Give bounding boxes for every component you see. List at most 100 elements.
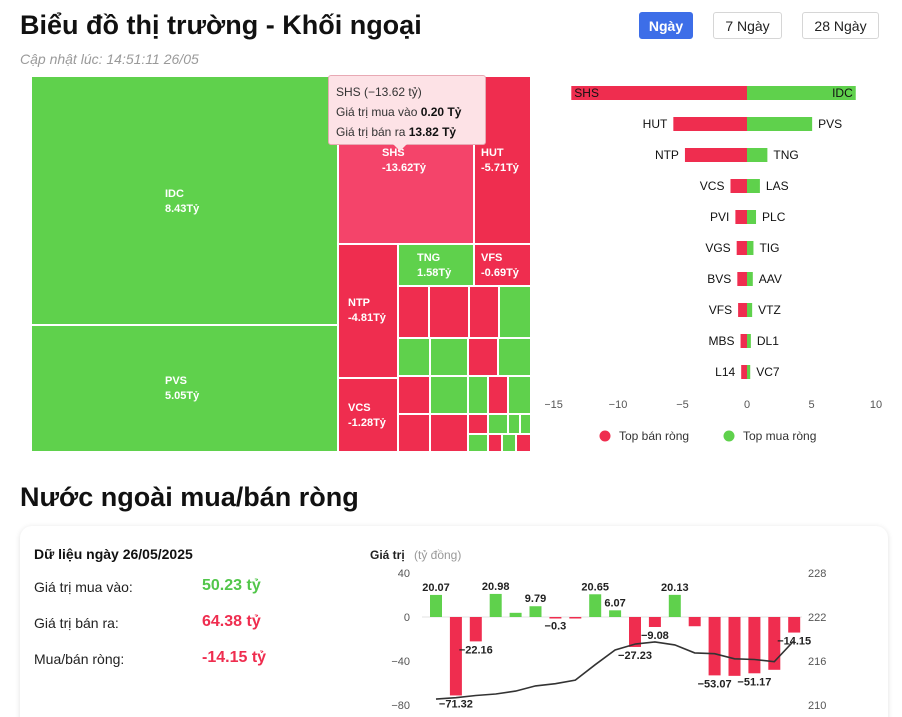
legend-marker	[723, 430, 735, 442]
tooltip-buy-row: Giá trị mua vào 0.20 Tỷ	[336, 105, 462, 119]
buy-bar	[747, 272, 753, 286]
legend-label: Top mua ròng	[743, 429, 816, 443]
treemap-cell-small[interactable]	[508, 376, 531, 414]
treemap-label-vcs: VCS -1.28Tỷ	[348, 402, 386, 429]
buy-value: 50.23 tỷ	[202, 577, 261, 594]
sell-category-label: VGS	[705, 241, 730, 255]
buy-category-label: TNG	[773, 148, 798, 162]
right-tick-label: 228	[808, 568, 826, 580]
buy-category-label: DL1	[757, 334, 779, 348]
treemap-cell-small[interactable]	[468, 414, 488, 434]
bar-value-label: 20.98	[482, 581, 510, 593]
net-flow-bar	[668, 594, 681, 617]
sell-category-label: NTP	[655, 148, 679, 162]
treemap-cell-pvs[interactable]	[31, 325, 338, 452]
treemap-cell-small[interactable]	[508, 414, 520, 434]
net-flow-bar	[788, 617, 801, 633]
treemap-cell-vfs[interactable]	[474, 244, 531, 286]
section-title: Nước ngoài mua/bán ròng	[20, 482, 359, 512]
treemap-cell-small[interactable]	[398, 286, 429, 338]
net-flow-combo-chart: Giá trị (tỷ đồng) 40 0 −40 −80 228 222 216 210 20.…	[370, 548, 826, 712]
left-tick-label: 0	[404, 612, 410, 624]
net-flow-bar	[609, 610, 622, 617]
x-tick-label: −5	[676, 399, 689, 411]
legend-marker	[599, 430, 611, 442]
tab-day[interactable]: Ngày	[639, 12, 693, 39]
buy-bar	[747, 365, 751, 379]
treemap-cell-small[interactable]	[430, 414, 468, 452]
treemap-label-pvs: PVS 5.05Tỷ	[165, 375, 200, 402]
sell-bar	[738, 303, 747, 317]
treemap-cell-ntp[interactable]	[338, 244, 398, 378]
sell-bar	[740, 334, 747, 348]
treemap-label-idc: IDC 8.43Tỷ	[165, 188, 200, 215]
buy-value-label: Giá trị mua vào:	[34, 579, 133, 595]
treemap-cell-small[interactable]	[468, 434, 488, 452]
sell-bar	[736, 241, 747, 255]
sell-bar	[737, 272, 747, 286]
sell-category-label: BVS	[707, 272, 731, 286]
net-value: -14.15 tỷ	[202, 649, 267, 666]
treemap-cell-small[interactable]	[430, 338, 468, 376]
treemap-cell-small[interactable]	[516, 434, 531, 452]
treemap-cell-small[interactable]	[468, 376, 488, 414]
x-tick-label: 10	[870, 399, 882, 411]
legend-label: Top bán ròng	[619, 429, 689, 443]
net-flow-bar	[549, 617, 562, 619]
treemap-cell-small[interactable]	[398, 338, 430, 376]
net-flow-bar	[509, 612, 522, 617]
net-flow-bar	[688, 617, 701, 627]
treemap-cell-small[interactable]	[488, 434, 502, 452]
treemap-cell-small[interactable]	[469, 286, 499, 338]
treemap-cell-idc[interactable]	[31, 76, 338, 325]
treemap-cell-tng[interactable]	[398, 244, 474, 286]
right-tick-label: 210	[808, 700, 826, 712]
treemap-cell-small[interactable]	[502, 434, 516, 452]
tooltip-sell-row: Giá trị bán ra 13.82 Tỷ	[336, 125, 457, 139]
buy-bar	[747, 86, 856, 100]
treemap-cell-small[interactable]	[488, 376, 508, 414]
treemap-cell-small[interactable]	[398, 414, 430, 452]
net-flow-bar	[449, 617, 462, 696]
x-tick-label: −10	[609, 399, 628, 411]
bar-value-label: 20.07	[422, 582, 450, 594]
y-axis-unit: (tỷ đồng)	[414, 548, 461, 562]
treemap-cell-vcs[interactable]	[338, 378, 398, 452]
net-flow-bar	[648, 617, 661, 627]
sell-category-label: VCS	[700, 179, 725, 193]
top-net-bar-chart: SHS IDC HUT PVS NTP TNG VCS LAS PVI PLC VGS TIG BVS A…	[545, 86, 882, 443]
net-flow-bar	[748, 617, 761, 674]
sell-value-label: Giá trị bán ra:	[34, 615, 119, 631]
x-tick-label: 5	[808, 399, 814, 411]
bar-value-label: 9.79	[525, 593, 546, 605]
treemap-cell-small[interactable]	[488, 414, 508, 434]
bar-value-label: −0.3	[545, 620, 567, 632]
sell-bar	[571, 86, 747, 100]
treemap-cell-small[interactable]	[499, 286, 531, 338]
buy-category-label: IDC	[832, 86, 853, 100]
left-tick-label: −40	[391, 656, 410, 668]
net-value-label: Mua/bán ròng:	[34, 651, 125, 667]
sell-category-label: MBS	[709, 334, 735, 348]
page-title: Biểu đồ thị trường - Khối ngoại	[20, 10, 422, 40]
tab-28-days[interactable]: 28 Ngày	[802, 12, 879, 39]
buy-category-label: VC7	[756, 365, 780, 379]
treemap-cell-small[interactable]	[498, 338, 531, 376]
treemap-label-tng: TNG 1.58Tỷ	[417, 252, 452, 279]
net-flow-bar	[768, 617, 781, 670]
tab-7-days[interactable]: 7 Ngày	[713, 12, 782, 39]
sell-bar	[741, 365, 747, 379]
left-tick-label: −80	[391, 700, 410, 712]
treemap-cell-small[interactable]	[429, 286, 469, 338]
tooltip-arrow	[393, 144, 407, 151]
treemap-cell-small[interactable]	[468, 338, 498, 376]
buy-category-label: VTZ	[758, 303, 781, 317]
sell-category-label: SHS	[574, 86, 599, 100]
treemap-cell-small[interactable]	[430, 376, 468, 414]
updated-timestamp: Cập nhật lúc: 14:51:11 26/05	[20, 51, 199, 67]
treemap-tooltip: SHS (−13.62 tỷ) Giá trị mua vào 0.20 Tỷ …	[328, 75, 486, 145]
index-line	[435, 639, 795, 700]
treemap-cell-small[interactable]	[520, 414, 531, 434]
buy-category-label: AAV	[759, 272, 782, 286]
treemap-cell-small[interactable]	[398, 376, 430, 414]
